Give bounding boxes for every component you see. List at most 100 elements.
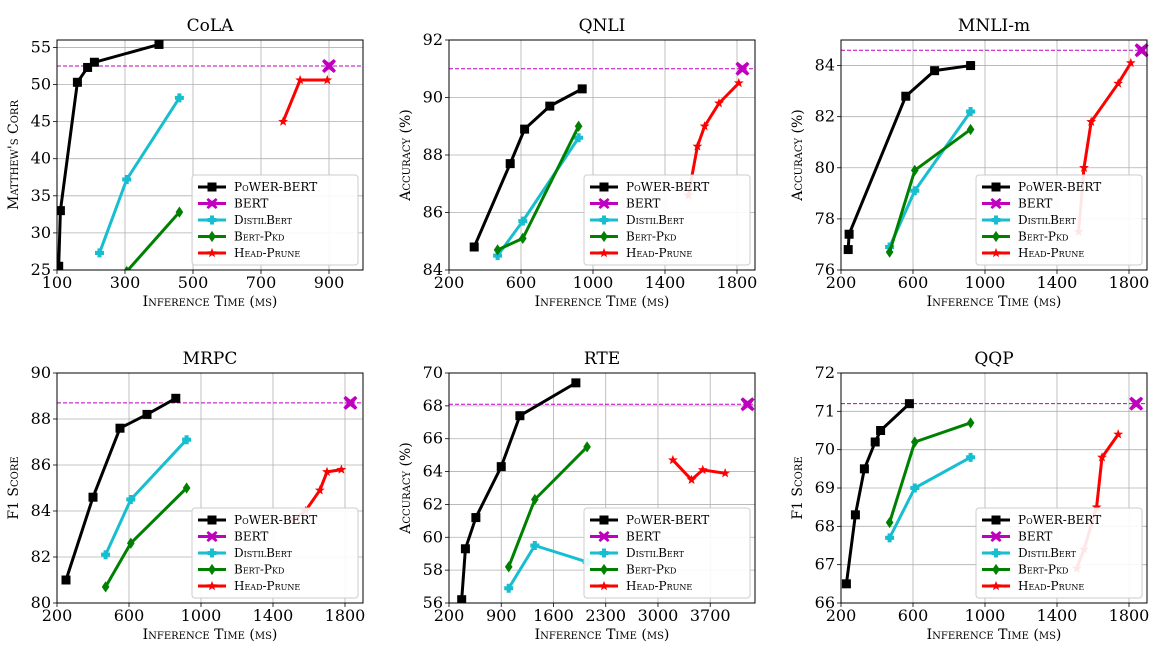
legend-box bbox=[975, 507, 1143, 599]
x-tick-label: 600 bbox=[506, 273, 537, 292]
legend-entry-bert: BERT bbox=[982, 530, 1052, 544]
chart-title: QQP bbox=[974, 349, 1013, 369]
legend-marker-head-prune bbox=[991, 580, 1001, 591]
distilbert-line bbox=[888, 456, 972, 539]
x-tick-label: 2300 bbox=[585, 606, 626, 625]
power-bert-point bbox=[870, 437, 880, 447]
legend-entry-bert: BERT bbox=[198, 197, 268, 211]
distilbert-line bbox=[104, 438, 188, 556]
legend-entry-head-prune: Head-Prune bbox=[590, 579, 692, 593]
legend-label: PoWER-BERT bbox=[1018, 180, 1101, 194]
power-bert-point bbox=[571, 378, 581, 388]
y-tick-label: 82 bbox=[31, 547, 51, 566]
y-tick-label: 70 bbox=[815, 440, 835, 459]
legend-label: DistilBert bbox=[234, 546, 293, 560]
y-tick-label: 69 bbox=[815, 478, 835, 497]
power-bert-line bbox=[472, 87, 583, 248]
distilbert-point bbox=[95, 248, 104, 258]
head-prune-point bbox=[667, 454, 678, 465]
distilbert-point bbox=[122, 174, 132, 184]
legend: PoWER-BERT BERT DistilBert Bert-Pkd Head-Pru… bbox=[975, 507, 1143, 599]
legend-marker-distilbert bbox=[599, 215, 609, 225]
mnli-m-panel: 200 600 1000 1400 1800 76 78 80 82 84 MNLI-m Infere… bbox=[790, 16, 1149, 310]
distilbert-point bbox=[126, 495, 136, 504]
mnli-m-series-group bbox=[843, 57, 1136, 258]
chart-title: QNLI bbox=[579, 16, 626, 36]
legend-label: DistilBert bbox=[626, 546, 685, 560]
y-tick-label: 88 bbox=[31, 409, 51, 428]
distilbert-point bbox=[574, 133, 584, 143]
head-prune-point bbox=[699, 121, 710, 131]
y-tick-label: 84 bbox=[31, 501, 51, 520]
x-tick-label: 200 bbox=[826, 606, 857, 625]
head-prune-point bbox=[692, 141, 703, 151]
legend-entry-bert-pkd: Bert-Pkd bbox=[590, 563, 676, 577]
legend-entry-power-bert: PoWER-BERT bbox=[982, 180, 1101, 194]
legend-entry-bert-pkd: Bert-Pkd bbox=[198, 563, 284, 577]
bert-pkd-point bbox=[126, 537, 135, 549]
head-prune-point bbox=[336, 464, 347, 474]
x-tick-label: 1800 bbox=[717, 273, 758, 292]
y-tick-label: 84 bbox=[815, 56, 835, 75]
distilbert-point bbox=[493, 251, 503, 261]
distilbert-point bbox=[966, 452, 976, 462]
bert-pkd-line bbox=[104, 486, 188, 588]
legend-marker-bert-pkd bbox=[992, 563, 1000, 576]
power-bert-point bbox=[904, 399, 914, 409]
legend-entry-bert: BERT bbox=[590, 530, 660, 544]
y-tick-label: 64 bbox=[423, 462, 443, 481]
legend-marker-power-bert bbox=[599, 515, 609, 525]
head-prune-point bbox=[1097, 452, 1107, 462]
bert-pkd-point bbox=[574, 120, 583, 132]
y-tick-label: 76 bbox=[815, 260, 835, 279]
y-axis-label: F1 Score bbox=[6, 456, 22, 519]
y-tick-label: 68 bbox=[423, 396, 443, 415]
x-tick-label: 1400 bbox=[253, 606, 294, 625]
legend-marker-head-prune bbox=[207, 580, 217, 591]
y-tick-label: 35 bbox=[31, 186, 51, 205]
x-tick-label: 500 bbox=[178, 273, 209, 292]
legend-entry-bert-pkd: Bert-Pkd bbox=[982, 563, 1068, 577]
chart-title: RTE bbox=[584, 349, 620, 369]
legend-marker-head-prune bbox=[991, 247, 1001, 258]
y-tick-label: 90 bbox=[423, 88, 443, 107]
x-axis-label: Inference Time (ms) bbox=[927, 294, 1062, 310]
legend-entry-bert-pkd: Bert-Pkd bbox=[590, 230, 676, 244]
power-bert-point bbox=[496, 462, 506, 472]
y-tick-label: 55 bbox=[31, 37, 51, 56]
y-tick-label: 80 bbox=[31, 593, 51, 612]
legend-label: Bert-Pkd bbox=[626, 230, 676, 244]
power-bert-point bbox=[966, 61, 976, 71]
power-bert-point bbox=[469, 242, 479, 252]
bert-point bbox=[343, 395, 358, 410]
legend-marker-bert-pkd bbox=[208, 230, 216, 243]
power-bert-point bbox=[471, 513, 481, 523]
legend-marker-power-bert bbox=[599, 182, 609, 192]
legend-marker-head-prune bbox=[599, 580, 609, 591]
y-tick-label: 66 bbox=[815, 593, 835, 612]
legend-label: BERT bbox=[1018, 197, 1052, 211]
x-tick-label: 1000 bbox=[181, 606, 222, 625]
legend: PoWER-BERT BERT DistilBert Bert-Pkd Head-Pru… bbox=[583, 174, 751, 266]
legend-marker-power-bert bbox=[991, 515, 1001, 525]
power-bert-point bbox=[61, 575, 71, 585]
legend-marker-bert bbox=[598, 531, 610, 542]
legend-label: DistilBert bbox=[1018, 546, 1077, 560]
bert-pkd-point bbox=[182, 482, 191, 494]
bert-point bbox=[735, 61, 750, 76]
legend-label: PoWER-BERT bbox=[234, 180, 317, 194]
bert-pkd-point bbox=[583, 441, 591, 453]
legend-marker-distilbert bbox=[207, 215, 217, 225]
x-tick-label: 700 bbox=[246, 273, 277, 292]
qnli-panel: 200 600 1000 1400 1800 84 86 88 90 92 QNLI Inferenc… bbox=[398, 16, 757, 310]
x-tick-label: 200 bbox=[434, 606, 465, 625]
bert-point bbox=[1129, 396, 1144, 411]
bert-pkd-point bbox=[910, 436, 919, 448]
legend-entry-distilbert: DistilBert bbox=[590, 213, 685, 227]
legend-label: Head-Prune bbox=[626, 579, 692, 593]
legend-label: Bert-Pkd bbox=[1018, 563, 1068, 577]
legend-entry-distilbert: DistilBert bbox=[590, 546, 685, 560]
legend-label: PoWER-BERT bbox=[1018, 513, 1101, 527]
bert-pkd-point bbox=[966, 417, 975, 429]
distilbert-point bbox=[885, 533, 895, 543]
